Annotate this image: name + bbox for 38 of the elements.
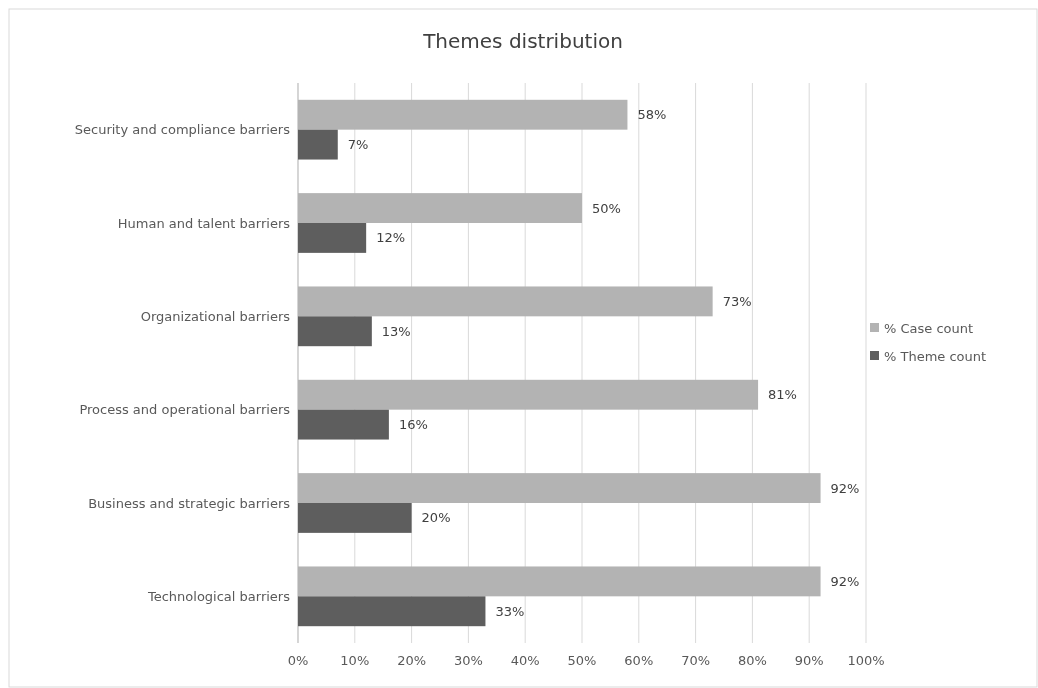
data-label: 7% xyxy=(347,137,369,153)
bar xyxy=(298,409,389,440)
x-tick-label: 60% xyxy=(624,653,654,668)
chart-title: Themes distribution xyxy=(422,29,623,53)
y-tick-label: Security and compliance barriers xyxy=(74,122,291,138)
y-tick-label: Process and operational barriers xyxy=(79,402,291,418)
x-tick-label: 40% xyxy=(510,653,540,668)
data-label: 73% xyxy=(722,293,752,309)
x-tick-label: 90% xyxy=(794,653,824,668)
y-tick-label: Business and strategic barriers xyxy=(88,495,291,511)
x-tick-label: 50% xyxy=(567,653,597,668)
data-label: 58% xyxy=(637,107,667,123)
data-label: 92% xyxy=(830,480,860,496)
data-label: 33% xyxy=(495,603,525,619)
y-tick-label: Human and talent barriers xyxy=(117,215,291,231)
data-label: 13% xyxy=(381,323,411,339)
data-label: 16% xyxy=(398,417,428,433)
x-tick-label: 20% xyxy=(397,653,427,668)
data-label: 20% xyxy=(421,510,451,526)
x-tick-label: 0% xyxy=(287,653,309,668)
legend-label: % Theme count xyxy=(884,348,987,364)
x-tick-label: 30% xyxy=(453,653,483,668)
y-tick-label: Organizational barriers xyxy=(140,308,291,324)
x-tick-label: 10% xyxy=(340,653,370,668)
bar xyxy=(298,316,372,347)
y-tick-label: Technological barriers xyxy=(146,588,291,604)
data-label: 12% xyxy=(376,230,406,246)
data-label: 92% xyxy=(830,573,860,589)
data-label: 50% xyxy=(592,200,621,216)
bar xyxy=(298,503,412,533)
x-tick-label: 80% xyxy=(737,653,767,668)
bar xyxy=(298,596,486,627)
bar xyxy=(298,129,338,160)
legend-label: % Case count xyxy=(884,320,974,336)
bar xyxy=(298,223,367,253)
x-tick-label: 70% xyxy=(681,653,711,668)
data-label: 81% xyxy=(768,387,797,403)
x-tick-label: 100% xyxy=(847,653,885,668)
